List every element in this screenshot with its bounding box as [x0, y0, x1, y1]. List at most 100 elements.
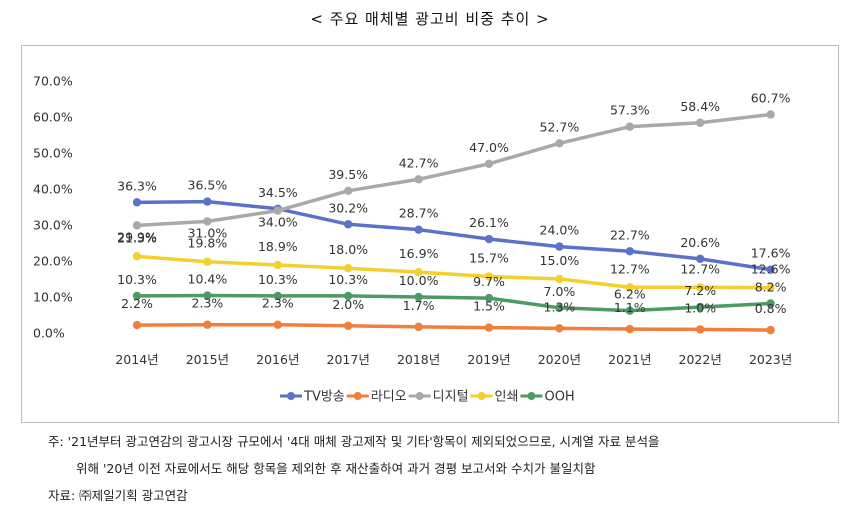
data-point [344, 264, 353, 273]
data-label: 26.1% [469, 215, 509, 230]
data-label: 52.7% [540, 119, 580, 134]
data-point [555, 303, 564, 312]
data-label: 2.0% [332, 297, 364, 312]
data-label: 28.7% [399, 206, 439, 221]
legend-label: OOH [544, 390, 574, 405]
data-point [766, 299, 775, 308]
data-point [625, 306, 634, 315]
data-point [625, 283, 634, 292]
data-label: 15.7% [469, 250, 509, 265]
data-point [203, 257, 212, 266]
data-label: 7.2% [684, 283, 716, 298]
data-label: 12.7% [610, 261, 650, 276]
legend-label: TV방송 [303, 390, 345, 405]
data-point [625, 247, 634, 256]
series-line [135, 199, 773, 272]
data-point [132, 291, 142, 301]
y-tick-label: 50.0% [33, 146, 73, 161]
data-point [484, 272, 494, 281]
data-label: 1.1% [614, 300, 646, 315]
x-tick-label: 2018년 [397, 352, 440, 367]
data-point [625, 324, 634, 334]
legend-marker [477, 392, 486, 400]
data-label: 21.3% [117, 230, 157, 245]
x-tick-label: 2022년 [679, 352, 722, 367]
x-tick-label: 2020년 [538, 352, 581, 367]
x-tick-label: 2019년 [467, 352, 510, 367]
data-label: 47.0% [469, 140, 509, 155]
data-label: 15.0% [540, 253, 580, 268]
chart-frame: 0.0% 10.0% 20.0% 30.0% 40.0% 50.0% 60.0% 70.0% 2… [21, 45, 839, 423]
data-point [414, 175, 423, 184]
data-point [344, 220, 353, 229]
y-tick-label: 30.0% [33, 218, 73, 233]
data-point [203, 197, 212, 206]
legend-marker [287, 392, 295, 400]
data-point [344, 321, 353, 330]
data-point [414, 292, 423, 302]
data-point [203, 291, 212, 300]
data-label: 10.0% [399, 273, 439, 288]
data-label: 1.5% [473, 299, 505, 314]
data-label: 39.5% [328, 167, 368, 182]
series-line [135, 254, 773, 290]
data-point [484, 293, 494, 303]
data-label: 12.7% [680, 261, 720, 276]
data-point [273, 291, 282, 301]
x-tick-label: 2023년 [749, 352, 792, 367]
data-point [132, 252, 142, 261]
data-point [414, 267, 423, 277]
data-point [132, 221, 142, 230]
data-point [766, 325, 775, 335]
data-label: 36.5% [188, 178, 228, 193]
data-label: 6.2% [614, 287, 646, 302]
data-label: 29.9% [117, 229, 157, 244]
data-point [766, 283, 775, 292]
data-label: 2.2% [121, 296, 153, 311]
data-label: 16.9% [399, 246, 439, 261]
data-label: 7.0% [544, 284, 576, 299]
y-tick-label: 20.0% [33, 254, 73, 269]
data-label: 0.8% [755, 301, 787, 316]
data-point [414, 225, 423, 234]
data-label: 1.3% [544, 299, 576, 314]
data-label: 9.7% [473, 274, 505, 289]
data-label: 57.3% [610, 103, 650, 118]
data-point [555, 139, 564, 148]
data-label: 12.6% [751, 262, 791, 277]
data-point [555, 242, 564, 251]
x-tick-label: 2017년 [327, 352, 370, 367]
data-label: 19.8% [188, 236, 228, 251]
data-label: 10.3% [117, 272, 157, 287]
data-point [203, 217, 212, 226]
x-tick-label: 2016년 [256, 352, 299, 367]
data-label: 42.7% [399, 155, 439, 170]
legend-label: 인쇄 [495, 390, 519, 405]
data-point [273, 320, 282, 329]
data-label: 10.4% [188, 272, 228, 287]
data-label: 8.2% [755, 279, 787, 294]
y-tick-label: 40.0% [33, 182, 73, 197]
data-point [344, 291, 353, 301]
data-point [555, 274, 564, 284]
legend-label: 디지털 [433, 390, 469, 405]
data-label: 36.3% [117, 178, 157, 193]
data-label: 17.6% [751, 246, 791, 261]
data-label: 1.0% [684, 300, 716, 315]
legend-label: 라디오 [371, 390, 407, 405]
data-point [696, 325, 705, 334]
data-point [696, 302, 705, 312]
data-point [484, 159, 494, 168]
data-label: 30.2% [328, 200, 368, 215]
data-point [344, 186, 353, 195]
data-label: 2.3% [262, 296, 294, 311]
data-point [625, 122, 634, 131]
data-label: 18.9% [258, 239, 298, 254]
data-label: 10.3% [258, 272, 298, 287]
data-point [696, 283, 705, 292]
series-line [135, 322, 773, 332]
series-line [135, 293, 773, 313]
data-point [203, 320, 212, 329]
data-point [696, 118, 705, 127]
legend-marker [527, 392, 536, 400]
